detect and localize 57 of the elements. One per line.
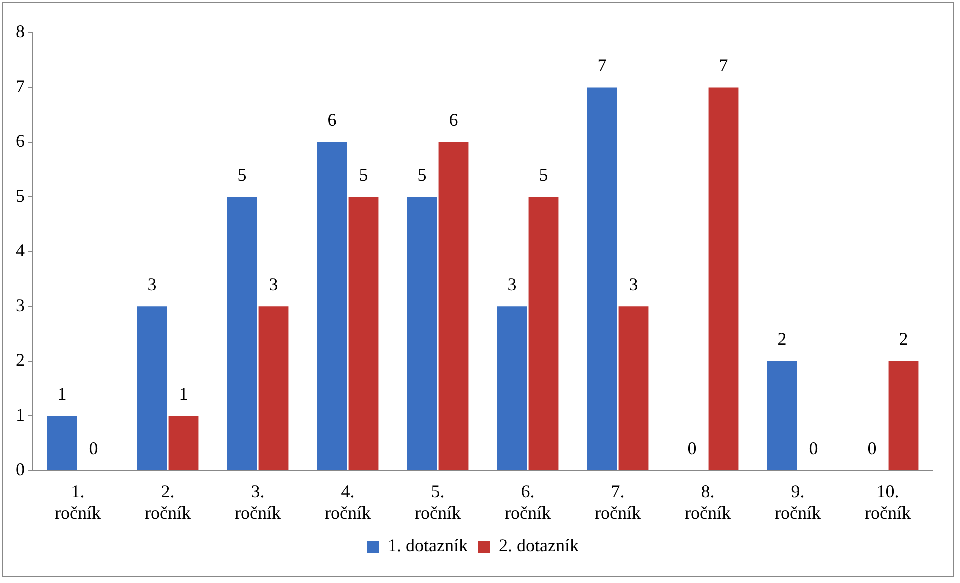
data-label: 6 [449, 110, 458, 130]
data-label: 0 [89, 438, 98, 459]
x-tick-label: 7. ročník [595, 481, 641, 523]
bar [168, 416, 199, 470]
data-label: 1 [58, 384, 67, 404]
bar [227, 197, 258, 470]
bar [618, 306, 649, 470]
data-label: 0 [868, 438, 877, 459]
x-tick-label: 6. ročník [505, 481, 551, 523]
data-label: 5 [418, 164, 427, 185]
data-label: 0 [809, 438, 818, 459]
bar [47, 416, 78, 470]
y-tick-label: 8 [16, 22, 25, 42]
bar [137, 306, 168, 470]
legend-label: 1. dotazník [388, 536, 468, 556]
bar [497, 306, 528, 470]
bar [528, 197, 559, 470]
x-tick-label: 3. ročník [235, 481, 281, 523]
x-tick-label: 9. ročník [775, 481, 821, 523]
bar [317, 142, 348, 470]
data-label: 3 [508, 274, 517, 294]
data-label: 7 [719, 55, 728, 76]
x-tick-label: 1. ročník [55, 481, 101, 523]
y-tick-label: 5 [16, 186, 25, 206]
y-tick-label: 7 [16, 76, 25, 96]
y-tick-label: 6 [16, 131, 25, 152]
bar [258, 306, 289, 470]
y-tick-label: 1 [16, 404, 25, 425]
data-label: 3 [629, 274, 638, 294]
data-label: 6 [328, 110, 337, 130]
x-tick-label: 4. ročník [325, 481, 371, 523]
y-tick-label: 4 [16, 240, 25, 261]
x-tick-label: 8. ročník [685, 481, 731, 523]
data-label: 1 [179, 384, 188, 404]
legend-label: 2. dotazník [499, 536, 579, 556]
y-tick-label: 0 [16, 460, 25, 480]
bar [587, 88, 618, 470]
x-tick-label: 2. ročník [145, 481, 191, 523]
bar [407, 197, 438, 470]
y-tick-label: 2 [16, 350, 25, 370]
data-label: 3 [269, 274, 278, 294]
bar [708, 88, 739, 470]
bar [767, 361, 798, 470]
data-label: 5 [359, 164, 368, 185]
bar [348, 197, 379, 470]
bar [438, 142, 469, 470]
data-label: 2 [899, 329, 908, 350]
bar [888, 361, 919, 470]
data-label: 3 [148, 274, 157, 294]
x-tick-label: 10. ročník [865, 481, 911, 523]
y-tick-label: 3 [16, 295, 25, 316]
data-label: 5 [238, 164, 247, 185]
x-tick-label: 5. ročník [415, 481, 461, 523]
data-label: 0 [688, 438, 697, 459]
data-label: 7 [598, 55, 607, 76]
data-label: 5 [539, 164, 548, 185]
data-label: 2 [778, 329, 787, 350]
